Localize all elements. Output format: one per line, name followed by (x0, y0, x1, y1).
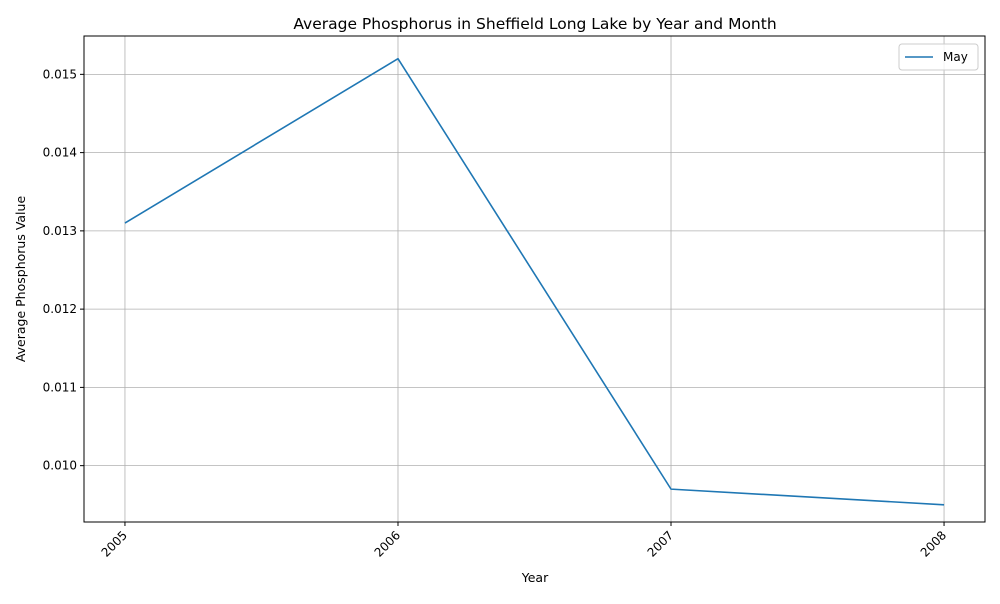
x-axis-ticks: 2005 2006 2007 2008 (99, 522, 949, 560)
y-axis-ticks: 0.010 0.011 0.012 0.013 0.014 0.015 (43, 67, 84, 473)
chart-title: Average Phosphorus in Sheffield Long Lak… (293, 15, 776, 33)
x-tick-label: 2005 (99, 528, 130, 559)
legend: May (898, 43, 979, 71)
legend-box (898, 43, 979, 71)
x-tick-label: 2006 (372, 528, 403, 559)
legend-label-may: May (943, 50, 968, 64)
y-tick-label: 0.011 (43, 380, 77, 394)
y-tick-label: 0.014 (43, 146, 77, 160)
y-tick-label: 0.012 (43, 302, 77, 316)
grid-lines (84, 36, 985, 522)
y-tick-label: 0.015 (43, 67, 77, 81)
plot-frame (83, 35, 986, 523)
y-tick-label: 0.010 (43, 459, 77, 473)
x-tick-label: 2007 (645, 528, 676, 559)
x-axis-label: Year (521, 570, 549, 585)
series-line-may (124, 57, 945, 506)
series-layer (124, 57, 945, 506)
y-axis-label: Average Phosphorus Value (13, 196, 28, 363)
x-tick-label: 2008 (918, 528, 949, 559)
y-tick-label: 0.013 (43, 224, 77, 238)
